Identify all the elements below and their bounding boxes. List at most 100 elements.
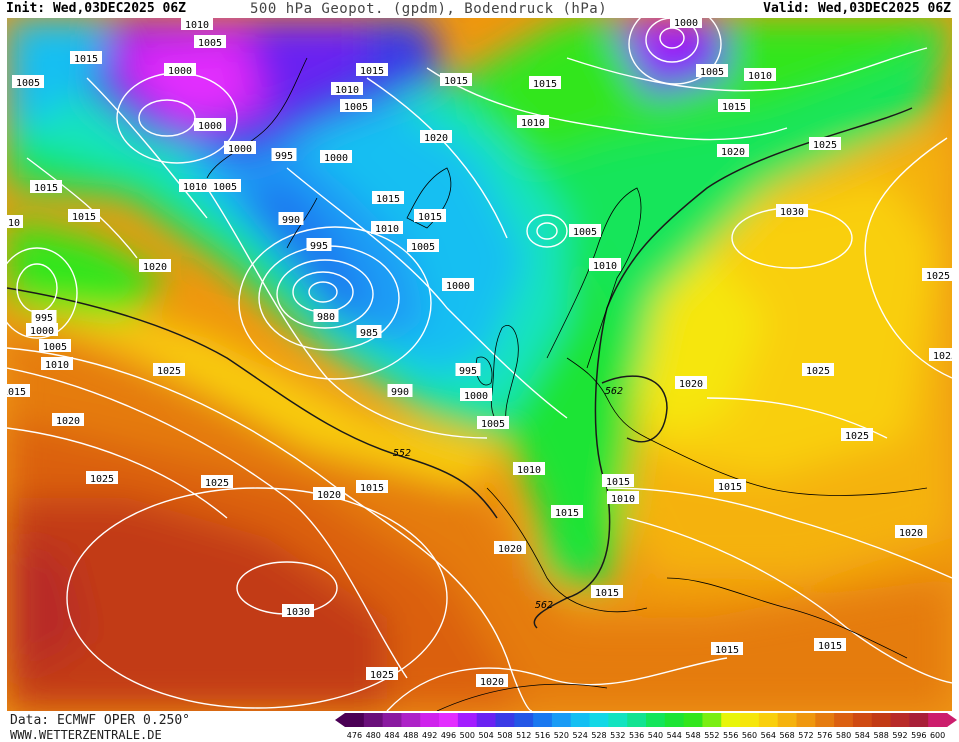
colorbar-swatch xyxy=(533,713,553,727)
colorbar-tick-label: 588 xyxy=(874,731,889,740)
isobar-label-bg xyxy=(551,505,583,518)
isobar-label-bg xyxy=(414,209,446,222)
colorbar-swatch xyxy=(401,713,421,727)
isobar-label-bg xyxy=(776,204,808,217)
isobar-label-bg xyxy=(313,487,345,500)
colorbar-swatch xyxy=(382,713,402,727)
colorbar-tick-label: 564 xyxy=(761,731,776,740)
isobar-label: 1015 xyxy=(444,76,468,87)
isobar-label-bg xyxy=(306,238,332,251)
colorbar-tick-label: 584 xyxy=(855,731,870,740)
isobar-label: 1020 xyxy=(480,677,504,688)
colorbar-swatch xyxy=(439,713,459,727)
valid-time: Valid: Wed,03DEC2025 06Z xyxy=(763,1,951,16)
colorbar-tick-label: 544 xyxy=(667,731,682,740)
colorbar-tick-label: 592 xyxy=(892,731,907,740)
isobar-label-bg xyxy=(476,674,508,687)
isobar-label-bg xyxy=(591,585,623,598)
init-time: Init: Wed,03DEC2025 06Z xyxy=(6,1,187,16)
isobar-label: 1025 xyxy=(806,366,830,377)
colorbar-swatch xyxy=(815,713,835,727)
colorbar: 476 480 484 488 492 496 500 504 508 512 516 520 524 5… xyxy=(335,713,957,740)
isobar-label-bg xyxy=(513,462,545,475)
isobar-label: 1020 xyxy=(56,416,80,427)
colorbar-tick-label: 556 xyxy=(723,731,738,740)
colorbar-swatch xyxy=(570,713,591,727)
isobar-label: 1015 xyxy=(818,641,842,652)
isobar-label-bg xyxy=(371,221,403,234)
isobar-label-bg xyxy=(30,180,62,193)
isobar-label: 1020 xyxy=(721,147,745,158)
isobar-label-bg xyxy=(31,310,57,323)
isobar-label-bg xyxy=(153,363,185,376)
colorbar-swatch xyxy=(495,713,515,727)
isobar-label: 1015 xyxy=(555,508,579,519)
isobar-label-bg xyxy=(356,63,388,76)
isobar-label: 995 xyxy=(310,241,328,252)
colorbar-swatch xyxy=(890,713,910,727)
isobar-label-bg xyxy=(372,191,404,204)
colorbar-tick-label: 548 xyxy=(685,731,700,740)
isobar-label: 1010 xyxy=(185,20,209,31)
colorbar-swatch xyxy=(928,713,948,727)
isobar-label: 990 xyxy=(391,387,409,398)
isobar-label: 1015 xyxy=(606,477,630,488)
isobar-label: 1025 xyxy=(813,140,837,151)
isobar-label: 1010 xyxy=(521,118,545,129)
isobar-label-bg xyxy=(139,259,171,272)
isobar-label-bg xyxy=(529,76,561,89)
colorbar-swatch xyxy=(852,713,873,727)
isobar-label-bg xyxy=(602,474,634,487)
isobar-label: 1015 xyxy=(72,212,96,223)
colorbar-tick-label: 496 xyxy=(441,731,456,740)
isobar-label: 1015 xyxy=(418,212,442,223)
isobar-label: 990 xyxy=(282,215,300,226)
isobar-label-bg xyxy=(407,239,439,252)
colorbar-swatches xyxy=(335,713,957,727)
colorbar-swatch xyxy=(721,713,741,727)
isobar-label-bg xyxy=(460,388,492,401)
isobar-label: 1020 xyxy=(679,379,703,390)
colorbar-tick-label: 484 xyxy=(384,731,399,740)
isobar-label: 1015 xyxy=(34,183,58,194)
isobar-label: 1020 xyxy=(424,133,448,144)
isobar-label-bg xyxy=(209,179,241,192)
isobar-label: 1025 xyxy=(157,366,181,377)
colorbar-swatch xyxy=(646,713,666,727)
isobar-label-bg xyxy=(194,35,226,48)
isobar-label-bg xyxy=(366,667,398,680)
isobar-label-bg xyxy=(356,325,382,338)
colorbar-swatch xyxy=(740,713,760,727)
isobar-label-bg xyxy=(271,148,297,161)
isobar-label: 1010 xyxy=(611,494,635,505)
isobar-label-bg xyxy=(194,118,226,131)
isobar-label: 1005 xyxy=(481,419,505,430)
isobar-label-bg xyxy=(201,475,233,488)
isobar-label: 995 xyxy=(35,313,53,324)
isobar-label: 1005 xyxy=(43,342,67,353)
colorbar-swatch xyxy=(608,713,628,727)
isobar-label: 1000 xyxy=(168,66,192,77)
colorbar-tick-label: 552 xyxy=(704,731,719,740)
isobar-label-bg xyxy=(675,376,707,389)
colorbar-tick-label: 480 xyxy=(366,731,381,740)
isobar-label-bg xyxy=(320,150,352,163)
colorbar-tick-label: 560 xyxy=(742,731,757,740)
isobar-label: 1015 xyxy=(595,588,619,599)
isobar-label-bg xyxy=(39,339,71,352)
colorbar-tick-label: 576 xyxy=(817,731,832,740)
isobar-label: 1025 xyxy=(205,478,229,489)
isobar-label: 1005 xyxy=(213,182,237,193)
isobar-label-bg xyxy=(494,541,526,554)
isobar-label-bg xyxy=(68,209,100,222)
isobar-label-bg xyxy=(809,137,841,150)
isobar-label: 1015 xyxy=(7,387,26,398)
chart-header: Init: Wed,03DEC2025 06Z 500 hPa Geopot. … xyxy=(0,0,959,18)
isobar-label-bg xyxy=(929,348,952,361)
isobar-label: 995 xyxy=(275,151,293,162)
isobar-label: 1020 xyxy=(498,544,522,555)
isobar-label: 1010 xyxy=(45,360,69,371)
isobar-label: 1005 xyxy=(344,102,368,113)
colorbar-labels: 476 480 484 488 492 496 500 504 508 512 516 520 524 5… xyxy=(347,731,945,740)
colorbar-swatch xyxy=(457,713,478,727)
